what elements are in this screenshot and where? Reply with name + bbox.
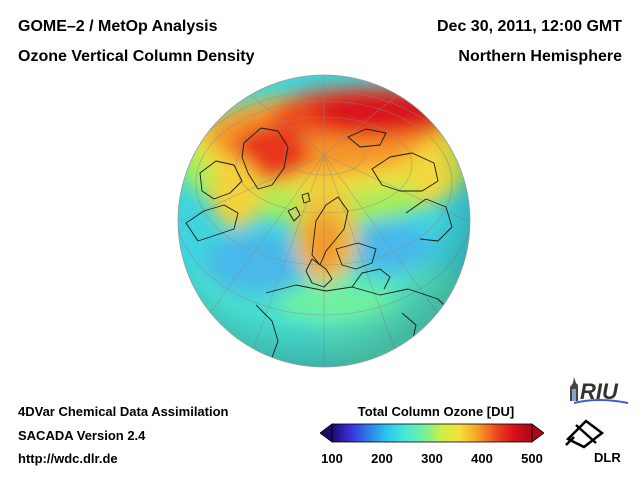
title-line-2: Ozone Vertical Column Density (18, 48, 255, 65)
colorbar-tick: 300 (421, 451, 443, 466)
dlr-logo-icon (565, 419, 605, 449)
footer-line-1: 4DVar Chemical Data Assimilation (18, 404, 229, 419)
footer-url-link[interactable]: http://wdc.dlr.de (18, 451, 118, 466)
colorbar-title: Total Column Ozone [DU] (357, 404, 515, 419)
ozone-globe-map (177, 74, 471, 368)
title-line-1: GOME–2 / MetOp Analysis (18, 18, 218, 35)
dlr-logo-text: DLR (594, 450, 621, 465)
region-label: Northern Hemisphere (458, 48, 622, 65)
colorbar-tick: 100 (321, 451, 343, 466)
colorbar-tick: 200 (371, 451, 393, 466)
date-label: Dec 30, 2011, 12:00 GMT (437, 18, 622, 35)
riu-logo: RIU (570, 377, 629, 404)
colorbar-tick: 500 (521, 451, 543, 466)
footer-line-2: SACADA Version 2.4 (18, 428, 146, 443)
colorbar-tick: 400 (471, 451, 493, 466)
colorbar (320, 423, 544, 443)
